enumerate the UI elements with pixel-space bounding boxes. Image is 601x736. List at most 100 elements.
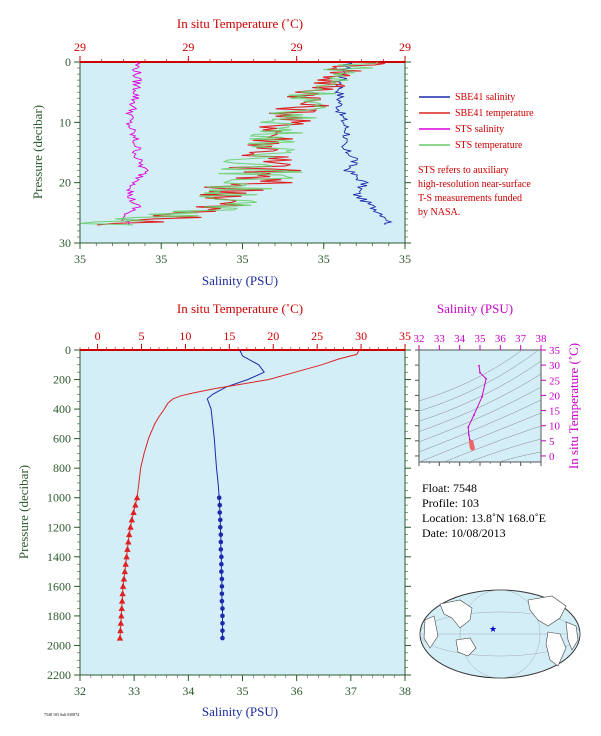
p3-ts-point [473, 414, 475, 416]
p2-y-tick-label: 0 [65, 343, 71, 357]
p2-temperature-point [119, 590, 126, 597]
p2-salinity-point [219, 554, 224, 560]
p1-y-tick-label: 10 [59, 115, 71, 129]
p3-isopycnal [498, 451, 541, 462]
p1-top-tick-label: 29 [74, 40, 86, 54]
p3-x-axis-title: Salinity (PSU) [437, 301, 513, 316]
p1-bottom-axis-title: Salinity (PSU) [202, 273, 278, 288]
p2-y-axis-title: Pressure (decibar) [16, 465, 31, 559]
p2-salinity-point [219, 561, 224, 567]
p3-y-ticks: 0 5 10 15 20 25 30 35 [415, 345, 561, 463]
p2-y-tick-label: 600 [53, 432, 71, 446]
p2-top-tick-label: 10 [179, 329, 191, 343]
p3-x-tick-label: 36 [495, 333, 507, 345]
p3-isopycnal [443, 425, 541, 462]
p2-bottom-tick-label: 38 [399, 684, 411, 698]
legend-label: SBE41 salinity [455, 92, 515, 103]
p1-plot-area [79, 61, 406, 244]
footer-code: 7548 103 Salt 030874 [44, 712, 79, 717]
land-africa-west [423, 615, 439, 649]
p3-x-ticks: 32 33 34 35 36 37 38 [414, 333, 547, 466]
p1-bottom-tick-label: 35 [155, 252, 167, 266]
p2-bottom-tick-label: 37 [345, 684, 357, 698]
p1-top-axis-title: In situ Temperature (˚C) [177, 16, 303, 31]
note-line: STS refers to auxiliary [418, 165, 509, 176]
land-south-america [545, 631, 567, 667]
note-line: high-resolution near-surface [418, 179, 531, 190]
p3-isopycnals [419, 350, 541, 462]
p1-bottom-tick-label: 35 [399, 252, 411, 266]
p2-temperature-point [117, 627, 124, 634]
p2-salinity-point [216, 495, 222, 501]
p2-salinity-point [219, 576, 225, 582]
float-metadata: Float: 7548 Profile: 103 Location: 13.8˚… [422, 481, 546, 540]
p2-bottom-tick-label: 32 [74, 684, 86, 698]
p3-y-axis-title: In situ Temperature (˚C) [566, 343, 581, 469]
p2-y-tick-label: 1000 [47, 491, 71, 505]
p3-isopycnal [419, 360, 541, 422]
note-line: by NASA. [418, 207, 460, 218]
p2-y-tick-label: 200 [53, 373, 71, 387]
p2-y-tick-label: 2200 [47, 668, 71, 682]
p2-temperature-point [120, 575, 128, 582]
p3-ts-point [467, 426, 470, 429]
p1-top-ticks: 29 29 29 29 [74, 40, 411, 62]
p2-temperature-point [118, 605, 125, 612]
p1-y-tick-label: 20 [59, 176, 71, 190]
p3-y-tick-label: 5 [549, 436, 555, 448]
p2-temperature-point [121, 568, 128, 575]
p2-temperature-point [133, 494, 141, 501]
p2-temperature-point [118, 612, 125, 619]
p2-temperature-point [128, 516, 136, 523]
date: Date: 10/08/2013 [422, 526, 506, 540]
p2-y-tick-label: 2000 [47, 638, 71, 652]
land-australia [455, 637, 477, 657]
p2-y-tick-label: 1800 [47, 609, 71, 623]
p2-temperature-point [118, 597, 126, 604]
legend-label: SBE41 temperature [455, 108, 534, 119]
p1-y-tick-label: 0 [65, 55, 71, 69]
world-map: ★ [419, 589, 581, 679]
p2-bottom-ticks: 32 33 34 35 36 37 38 [74, 675, 411, 698]
p3-x-tick-label: 34 [454, 333, 466, 345]
legend-label: STS salinity [455, 124, 504, 135]
p2-top-tick-label: 35 [399, 329, 411, 343]
p3-plot-area [418, 349, 542, 463]
p2-salinity-point [217, 502, 223, 508]
p1-top-tick-label: 29 [291, 40, 303, 54]
p3-series [467, 364, 487, 451]
p3-ts-point [467, 433, 470, 436]
p3-isopycnal [419, 386, 541, 443]
note-line: T-S measurements funded [418, 193, 522, 204]
p1-bottom-tick-label: 35 [318, 252, 330, 266]
p2-top-axis-title: In situ Temperature (˚C) [177, 301, 303, 316]
p2-salinity-point [218, 539, 224, 545]
p3-y-tick-label: 0 [549, 451, 555, 463]
p2-top-tick-label: 20 [267, 329, 279, 343]
p3-ts-point [481, 396, 483, 398]
profile-number: Profile: 103 [422, 496, 479, 510]
p2-y-tick-label: 800 [53, 461, 71, 475]
p2-bottom-tick-label: 33 [128, 684, 140, 698]
p3-ts-point [479, 371, 481, 374]
p2-top-ticks: 0 5 10 15 20 25 30 35 [79, 329, 411, 350]
panel-full-profile: In situ Temperature (˚C) 0 5 10 15 20 25 30 35 … [16, 301, 411, 719]
p1-bottom-ticks: 35 35 35 35 35 [74, 243, 411, 266]
p2-series [116, 349, 360, 641]
p3-y-tick-label: 15 [549, 406, 561, 418]
land-north-america [527, 595, 567, 627]
p1-top-tick-label: 29 [399, 40, 411, 54]
p3-isopycnal [419, 412, 541, 462]
location: Location: 13.8˚N 168.0˚E [422, 511, 546, 525]
p2-salinity-point [219, 569, 224, 574]
p2-salinity-point [218, 532, 224, 537]
p2-top-tick-label: 30 [355, 329, 367, 343]
p3-isopycnal [419, 399, 541, 453]
p2-temperature-point [124, 545, 131, 552]
p2-top-tick-label: 0 [95, 329, 101, 343]
panel-near-surface: In situ Temperature (˚C) 29 29 29 29 35 35 35… [30, 16, 534, 288]
p2-temperature-point [122, 560, 129, 567]
p2-bottom-tick-label: 34 [182, 684, 194, 698]
p1-note: STS refers to auxiliary high-resolution n… [418, 165, 531, 218]
